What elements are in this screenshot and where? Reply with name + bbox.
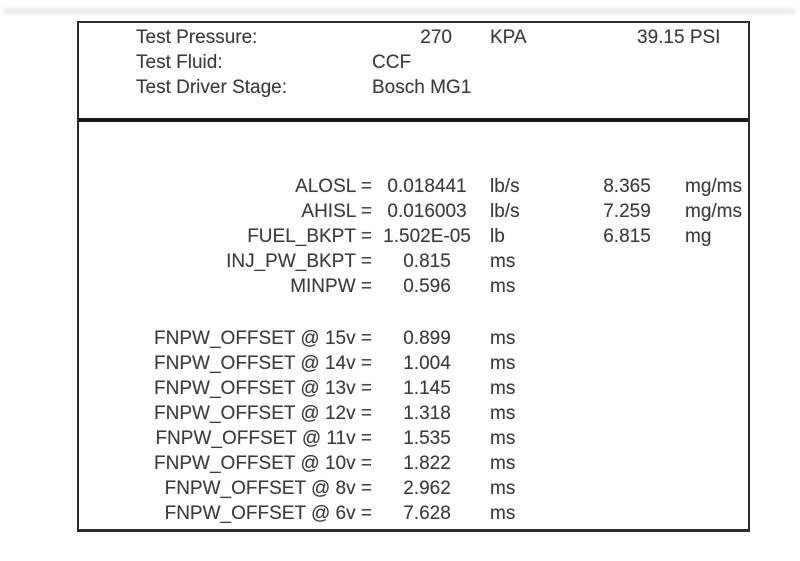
offset-value: 1.318: [403, 403, 451, 424]
test-driver-stage-label: Test Driver Stage:: [136, 77, 287, 98]
parameter-unit: lb: [490, 226, 505, 247]
offset-unit: ms: [490, 478, 516, 499]
parameter-metric-value: 8.365: [603, 176, 651, 197]
test-report-panel: Test Pressure: 270 KPA 39.15 PSI Test Fl…: [77, 21, 750, 532]
parameter-unit: lb/s: [490, 201, 520, 222]
parameter-metric-unit: mg/ms: [685, 201, 742, 222]
parameter-metric-unit: mg: [685, 226, 712, 247]
offset-label: FNPW_OFFSET @ 6v =: [164, 503, 372, 524]
offset-unit: ms: [490, 428, 516, 449]
offset-value: 0.899: [403, 328, 451, 349]
parameter-value: 1.502E-05: [383, 226, 471, 247]
test-pressure-unit: KPA: [490, 27, 527, 48]
offset-unit: ms: [490, 403, 516, 424]
offset-row-14v: FNPW_OFFSET @ 14v = 1.004 ms: [79, 351, 748, 376]
parameter-row-ahisl: AHISL = 0.016003 lb/s 7.259 mg/ms: [79, 199, 748, 224]
test-pressure-psi: 39.15 PSI: [637, 27, 721, 48]
offset-value: 1.822: [403, 453, 451, 474]
test-driver-stage-row: Test Driver Stage: Bosch MG1: [79, 75, 748, 100]
offset-value: 1.145: [403, 378, 451, 399]
offset-label: FNPW_OFFSET @ 12v =: [154, 403, 372, 424]
scan-artifact-band: [3, 8, 795, 14]
offset-row-12v: FNPW_OFFSET @ 12v = 1.318 ms: [79, 401, 748, 426]
offset-unit: ms: [490, 353, 516, 374]
offset-unit: ms: [490, 503, 516, 524]
spacer: [79, 299, 748, 326]
test-pressure-label: Test Pressure:: [136, 27, 258, 48]
parameter-value: 0.018441: [387, 176, 467, 197]
parameter-unit: ms: [490, 251, 516, 272]
offset-row-13v: FNPW_OFFSET @ 13v = 1.145 ms: [79, 376, 748, 401]
test-fluid-row: Test Fluid: CCF: [79, 50, 748, 75]
offset-label: FNPW_OFFSET @ 8v =: [164, 478, 372, 499]
header-section: Test Pressure: 270 KPA 39.15 PSI Test Fl…: [79, 23, 748, 122]
offset-unit: ms: [490, 378, 516, 399]
offset-row-8v: FNPW_OFFSET @ 8v = 2.962 ms: [79, 476, 748, 501]
offset-value: 2.962: [403, 478, 451, 499]
parameter-value: 0.815: [403, 251, 451, 272]
parameter-row-alosl: ALOSL = 0.018441 lb/s 8.365 mg/ms: [79, 174, 748, 199]
spacer: [79, 122, 748, 174]
parameter-row-minpw: MINPW = 0.596 ms: [79, 274, 748, 299]
parameter-label: AHISL =: [301, 201, 372, 222]
offset-label: FNPW_OFFSET @ 13v =: [154, 378, 372, 399]
parameter-value: 0.596: [403, 276, 451, 297]
offset-row-15v: FNPW_OFFSET @ 15v = 0.899 ms: [79, 326, 748, 351]
parameter-metric-value: 7.259: [603, 201, 651, 222]
offset-value: 1.004: [403, 353, 451, 374]
offset-row-11v: FNPW_OFFSET @ 11v = 1.535 ms: [79, 426, 748, 451]
offset-row-6v: FNPW_OFFSET @ 6v = 7.628 ms: [79, 501, 748, 526]
offset-row-10v: FNPW_OFFSET @ 10v = 1.822 ms: [79, 451, 748, 476]
test-pressure-value: 270: [420, 27, 452, 48]
parameter-row-inj-pw-bkpt: INJ_PW_BKPT = 0.815 ms: [79, 249, 748, 274]
test-fluid-value: CCF: [372, 52, 412, 73]
offset-label: FNPW_OFFSET @ 10v =: [154, 453, 372, 474]
test-fluid-label: Test Fluid:: [136, 52, 223, 73]
parameter-label: INJ_PW_BKPT =: [226, 251, 372, 272]
parameter-unit: ms: [490, 276, 516, 297]
results-section: ALOSL = 0.018441 lb/s 8.365 mg/ms AHISL …: [79, 122, 748, 526]
test-driver-stage-value: Bosch MG1: [372, 77, 472, 98]
parameter-label: ALOSL =: [295, 176, 372, 197]
offset-label: FNPW_OFFSET @ 11v =: [155, 428, 372, 449]
parameter-metric-unit: mg/ms: [685, 176, 742, 197]
parameter-row-fuel-bkpt: FUEL_BKPT = 1.502E-05 lb 6.815 mg: [79, 224, 748, 249]
parameter-value: 0.016003: [387, 201, 467, 222]
offset-value: 7.628: [403, 503, 451, 524]
offset-value: 1.535: [403, 428, 451, 449]
offset-unit: ms: [490, 453, 516, 474]
test-pressure-row: Test Pressure: 270 KPA 39.15 PSI: [79, 25, 748, 50]
offset-label: FNPW_OFFSET @ 15v =: [154, 328, 372, 349]
offset-unit: ms: [490, 328, 516, 349]
offset-label: FNPW_OFFSET @ 14v =: [154, 353, 372, 374]
parameter-label: FUEL_BKPT =: [247, 226, 372, 247]
parameter-metric-value: 6.815: [603, 226, 651, 247]
parameter-unit: lb/s: [490, 176, 520, 197]
parameter-label: MINPW =: [290, 276, 372, 297]
